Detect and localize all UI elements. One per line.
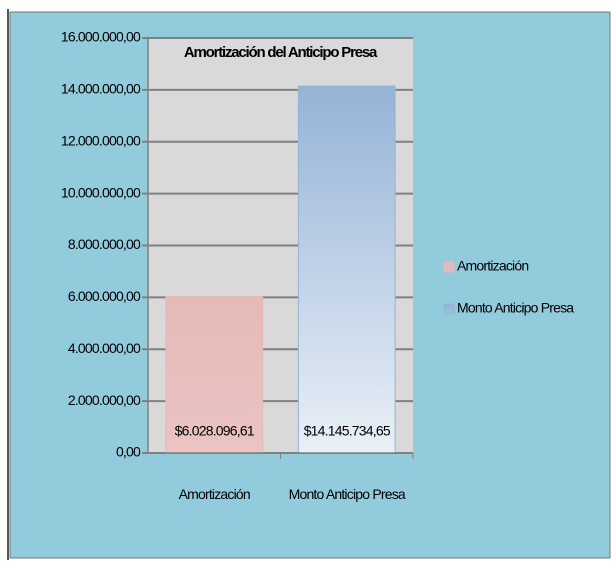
y-tick-label: 16.000.000,00 [61, 29, 141, 45]
bar [297, 85, 396, 454]
legend-label: Monto Anticipo Presa [457, 300, 574, 316]
x-tick-label: Monto Anticipo Presa [288, 486, 406, 502]
x-tick-label: Amortización [178, 486, 251, 502]
bar-group [297, 85, 396, 454]
bar [165, 296, 264, 454]
y-tick-label: 10.000.000,00 [61, 184, 141, 200]
chart-title: Amortización del Anticipo Presa [184, 44, 378, 61]
bar-group [165, 296, 264, 454]
legend-swatch [443, 303, 455, 315]
legend-swatch [443, 261, 455, 273]
data-label: $14.145.734,65 [304, 423, 391, 439]
y-tick-label: 2.000.000,00 [68, 392, 141, 408]
legend-label: Amortización [457, 258, 528, 274]
y-tick-label: 12.000.000,00 [61, 132, 141, 148]
y-tick-label: 0,00 [116, 444, 141, 460]
y-tick-label: 14.000.000,00 [61, 81, 141, 97]
data-label: $6.028.096,61 [175, 423, 255, 439]
y-tick-label: 8.000.000,00 [68, 236, 141, 252]
y-tick-label: 6.000.000,00 [68, 288, 141, 304]
y-tick-label: 4.000.000,00 [68, 340, 141, 356]
